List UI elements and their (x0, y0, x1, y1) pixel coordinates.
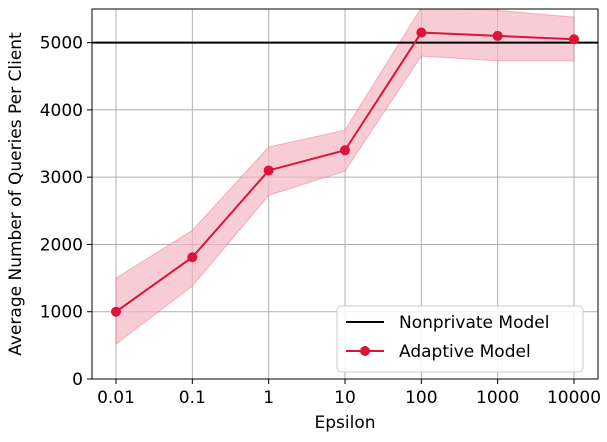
adaptive-model-point (263, 165, 274, 176)
x-tick-label: 0.1 (179, 388, 206, 408)
x-tick-label: 1 (263, 388, 274, 408)
y-tick-label: 3000 (40, 168, 83, 188)
x-tick-label: 0.01 (97, 388, 135, 408)
legend-marker-adaptive (360, 346, 370, 356)
legend-label-adaptive: Adaptive Model (399, 342, 531, 362)
x-tick-label: 10000 (547, 388, 601, 408)
legend-box (336, 305, 584, 373)
y-tick-label: 0 (72, 370, 83, 390)
adaptive-model-point (111, 306, 121, 317)
y-tick-label: 4000 (40, 101, 83, 121)
legend-label-nonprivate: Nonprivate Model (399, 313, 549, 333)
legend: Nonprivate Model Adaptive Model (336, 305, 584, 373)
x-tick-label: 1000 (476, 388, 519, 408)
series-layer (111, 27, 579, 317)
x-tick-label: 100 (405, 388, 437, 408)
y-tick-label: 5000 (40, 34, 83, 54)
y-tick-label: 1000 (40, 303, 83, 323)
y-tick-label: 2000 (40, 235, 83, 255)
y-axis-label: Average Number of Queries Per Client (6, 32, 26, 356)
adaptive-model-point (569, 34, 579, 45)
x-axis-label: Epsilon (314, 413, 375, 433)
adaptive-model-point (416, 27, 427, 38)
x-axis-ticks: 0.01 0.1 1 10 100 1000 10000 (97, 379, 601, 408)
adaptive-model-point (187, 252, 198, 263)
y-axis-ticks: 0 1000 2000 3000 4000 5000 (40, 34, 92, 390)
adaptive-model-point (492, 30, 503, 41)
x-tick-label: 10 (334, 388, 356, 408)
adaptive-model-point (340, 145, 350, 156)
